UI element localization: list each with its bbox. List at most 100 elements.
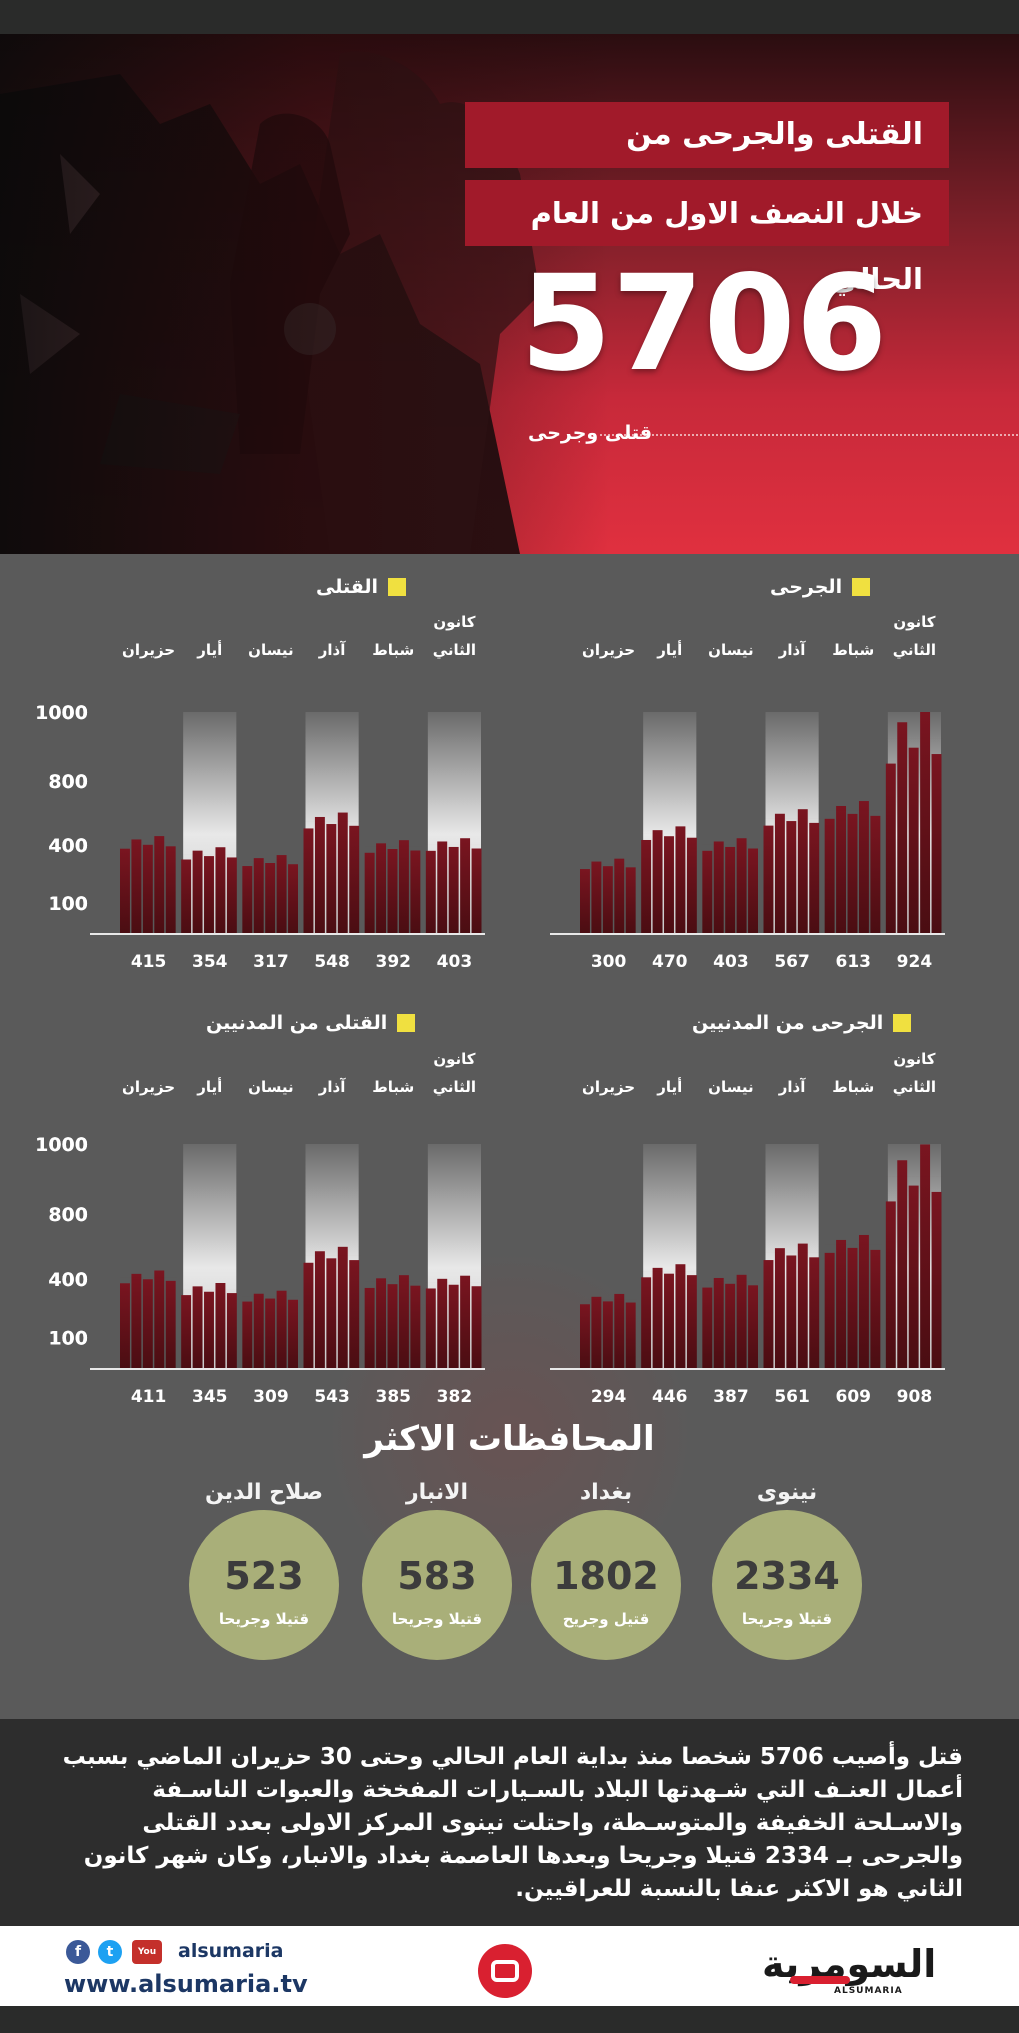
y-tick-label: 400	[48, 1269, 88, 1291]
bar-segment	[664, 1273, 674, 1369]
bar-value-label: 392	[376, 952, 412, 972]
bar-segment	[288, 1299, 298, 1369]
bar-segment	[652, 1267, 663, 1369]
category-label: كانون	[893, 1050, 935, 1068]
bar-segment	[192, 1286, 203, 1369]
chart-title-wounded: الجرحى	[770, 576, 871, 598]
bar-value-label: 387	[713, 1387, 749, 1407]
category-label: نيسان	[708, 1078, 753, 1096]
bar-segment	[242, 1301, 253, 1369]
bar-segment	[836, 1239, 847, 1369]
category-label: الثاني	[893, 641, 936, 659]
y-tick-label: 400	[48, 835, 88, 857]
facebook-icon[interactable]: f	[66, 1940, 90, 1964]
bar-segment	[641, 1277, 652, 1369]
bar-segment	[181, 859, 192, 934]
category-label: حزيران	[122, 641, 175, 659]
category-label: آذار	[778, 1078, 806, 1096]
y-tick-label: 800	[48, 1204, 88, 1226]
alsumaria-logo-icon	[478, 1944, 532, 1998]
bar-segment	[460, 838, 471, 934]
category-label: آذار	[318, 1078, 346, 1096]
governorate-name: صلاح الدين	[204, 1480, 324, 1505]
bar-segment	[364, 1287, 375, 1369]
bar-segment	[326, 824, 337, 934]
category-label: الثاني	[433, 1078, 476, 1096]
governorate-label: قتيلا وجريحا	[218, 1610, 310, 1628]
bar-value-label: 385	[376, 1387, 412, 1407]
category-label: الثاني	[433, 641, 476, 659]
website-link[interactable]: www.alsumaria.tv	[64, 1970, 308, 1998]
total-unit: قتلى وجرحى	[528, 422, 653, 444]
bar-segment	[614, 1293, 625, 1369]
y-tick-label: 800	[48, 1204, 88, 1226]
chart-title-text: الجرحى من المدنيين	[692, 1012, 884, 1034]
bar-segment	[686, 837, 697, 934]
bar-segment	[602, 1301, 613, 1369]
bar-segment	[736, 1274, 747, 1369]
chart-civ_killed: 100 400 800 1000 382 كانون الثاني 385 شباط 543 آذا…	[35, 1050, 485, 1407]
category-label: كانون	[893, 613, 935, 631]
bar-value-label: 470	[652, 952, 688, 972]
bar-segment	[410, 1285, 421, 1369]
bar-segment	[398, 1275, 409, 1369]
chart-title-civ-wounded: الجرحى من المدنيين	[692, 1012, 912, 1034]
category-label: حزيران	[582, 641, 635, 659]
bar-segment	[303, 828, 314, 934]
category-label: شباط	[832, 641, 874, 659]
bar-segment	[471, 1286, 482, 1369]
bar-segment	[713, 841, 724, 934]
bar-segment	[786, 821, 797, 934]
bar-segment	[204, 1291, 214, 1369]
bar-segment	[725, 846, 736, 934]
governorate-name: بغداد	[579, 1480, 633, 1505]
category-label: الثاني	[893, 1078, 936, 1096]
category-label: حزيران	[582, 1078, 635, 1096]
bar-segment	[885, 763, 896, 934]
bar-segment	[664, 836, 674, 934]
bar-segment	[387, 849, 398, 934]
bar-segment	[897, 722, 908, 934]
y-tick-label: 1000	[35, 702, 88, 724]
category-label: نيسان	[708, 641, 753, 659]
bar-segment	[154, 1270, 165, 1369]
bar-segment	[725, 1283, 736, 1369]
youtube-icon[interactable]: You Tube	[132, 1940, 162, 1981]
legend-square	[852, 578, 871, 596]
bar-segment	[314, 1251, 325, 1369]
bar-segment	[931, 1191, 942, 1369]
social-handle[interactable]: alsumaria	[178, 1940, 284, 1962]
bar-segment	[154, 836, 165, 934]
bar-segment	[774, 813, 785, 934]
bar-segment	[847, 813, 858, 934]
bar-segment	[181, 1295, 192, 1369]
bar-segment	[314, 816, 325, 934]
bar-segment	[580, 869, 590, 934]
bar-segment	[303, 1262, 314, 1369]
bar-value-label: 613	[836, 952, 872, 972]
footer: f t You Tube alsumaria www.alsumaria.tv …	[0, 1926, 1019, 2006]
twitter-icon[interactable]: t	[98, 1940, 122, 1964]
bar-segment	[376, 1278, 387, 1369]
governorate-name: نينوى	[756, 1480, 818, 1505]
bar-value-label: 345	[192, 1387, 228, 1407]
bar-segment	[226, 857, 237, 934]
bar-segment	[410, 850, 421, 934]
bar-segment	[748, 1285, 758, 1369]
bar-segment	[774, 1248, 785, 1369]
bar-segment	[702, 1287, 713, 1369]
category-label: شباط	[372, 641, 414, 659]
y-tick-label: 800	[48, 771, 88, 793]
bar-segment	[120, 848, 130, 934]
bar-value-label: 317	[253, 952, 289, 972]
top-bar	[0, 0, 1019, 34]
bar-segment	[908, 747, 919, 934]
bottom-bar	[0, 2006, 1019, 2033]
bar-segment	[602, 866, 613, 934]
y-tick-label: 1000	[35, 1134, 88, 1156]
y-tick-label: 800	[48, 771, 88, 793]
bar-segment	[625, 1302, 636, 1369]
legend-square	[397, 1014, 416, 1032]
bar-value-label: 411	[131, 1387, 167, 1407]
total-casualties: 5706	[520, 247, 888, 401]
